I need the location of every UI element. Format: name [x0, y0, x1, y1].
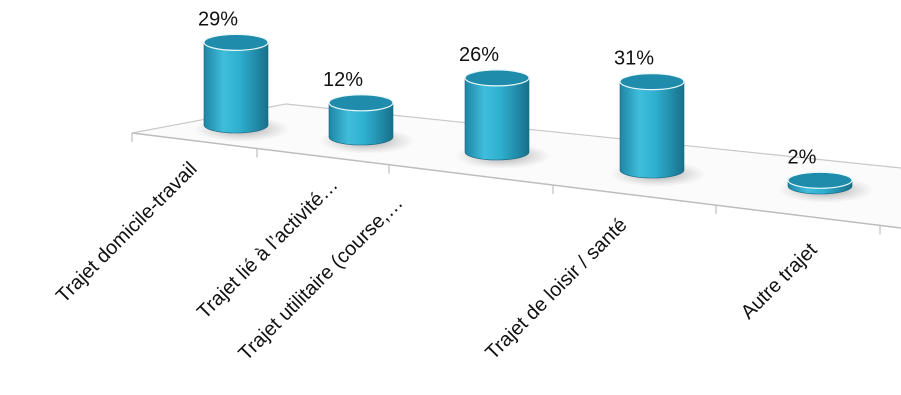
bars — [194, 33, 874, 203]
bar-body — [464, 77, 530, 161]
axis-ticks — [131, 133, 881, 235]
data-label: 29% — [198, 8, 238, 30]
bar-top — [203, 33, 269, 51]
bar-4 — [610, 73, 706, 187]
bar-top — [464, 69, 530, 87]
data-label: 2% — [788, 146, 817, 168]
bar-5 — [778, 171, 874, 203]
category-label: Trajet de loisir / santé — [481, 214, 631, 364]
bar-body — [203, 42, 269, 134]
bar-top — [787, 171, 853, 189]
bar-body — [328, 102, 394, 146]
bar-1 — [194, 33, 290, 142]
bar-2 — [319, 94, 415, 154]
floor-front-edge — [131, 132, 901, 229]
data-label: 12% — [323, 69, 363, 91]
data-label: 31% — [614, 48, 654, 70]
data-label: 26% — [459, 44, 499, 66]
category-label: Trajet utilitaire (course,… — [235, 192, 408, 365]
bar-body — [619, 81, 685, 179]
category-label: Autre trajet — [737, 239, 822, 324]
category-label: Trajet lié à l’activité… — [193, 174, 342, 323]
data-labels: 29% 12% 26% 31% 2% — [198, 8, 817, 168]
bar-top — [619, 73, 685, 91]
bar-3 — [455, 69, 551, 169]
bar-top — [328, 94, 394, 112]
category-label: Trajet domicile-travail — [52, 158, 201, 307]
